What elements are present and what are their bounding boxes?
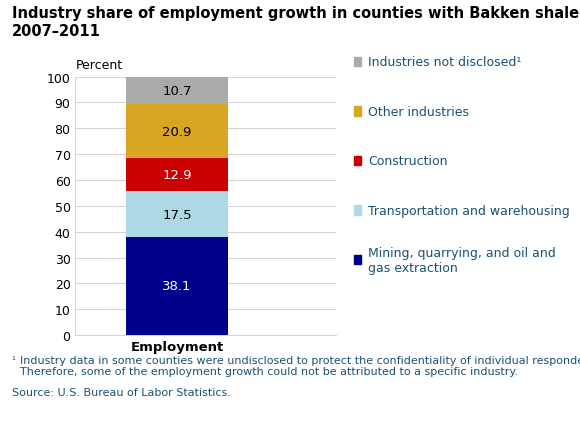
Text: Industry share of employment growth in counties with Bakken shale oil wells,
200: Industry share of employment growth in c… xyxy=(12,6,580,39)
Bar xyxy=(126,159,227,192)
Text: 38.1: 38.1 xyxy=(162,280,191,293)
Text: Percent: Percent xyxy=(75,59,122,72)
Text: 10.7: 10.7 xyxy=(162,84,191,98)
Bar xyxy=(126,77,227,105)
Text: Construction: Construction xyxy=(368,155,448,168)
Bar xyxy=(126,105,227,159)
Text: 12.9: 12.9 xyxy=(162,169,191,182)
Bar xyxy=(126,237,227,335)
Text: Transportation and warehousing: Transportation and warehousing xyxy=(368,204,570,217)
Text: Mining, quarrying, and oil and
gas extraction: Mining, quarrying, and oil and gas extra… xyxy=(368,246,556,274)
Text: Other industries: Other industries xyxy=(368,105,469,118)
Text: Industries not disclosed¹: Industries not disclosed¹ xyxy=(368,56,522,69)
Text: 17.5: 17.5 xyxy=(162,208,192,221)
Text: 20.9: 20.9 xyxy=(162,125,191,138)
Text: Source: U.S. Bureau of Labor Statistics.: Source: U.S. Bureau of Labor Statistics. xyxy=(12,387,230,397)
Text: ¹: ¹ xyxy=(12,355,16,365)
Text: Industry data in some counties were undisclosed to protect the confidentiality o: Industry data in some counties were undi… xyxy=(20,355,580,376)
Bar xyxy=(126,192,227,237)
